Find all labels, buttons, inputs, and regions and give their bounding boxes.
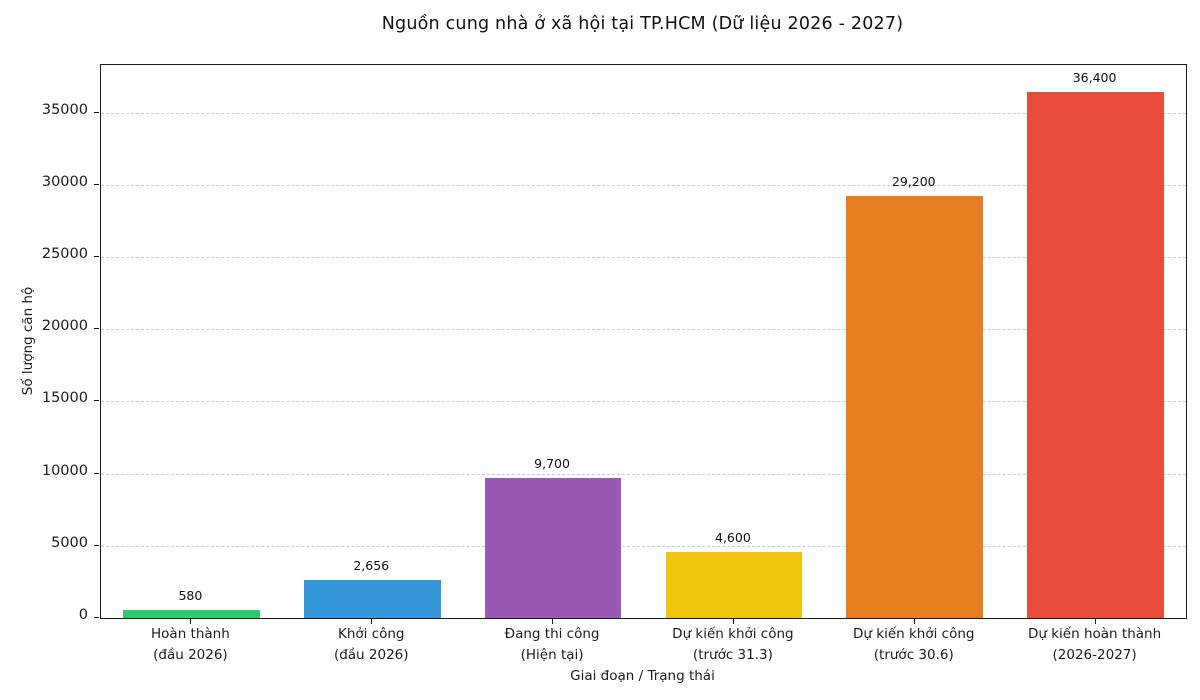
y-tick-mark [94, 328, 99, 330]
y-tick-label: 30000 [41, 173, 88, 190]
bar-5 [1027, 92, 1164, 618]
x-tick-label: Đang thi công (Hiện tại) [444, 624, 661, 666]
x-tick-label: Khởi công (đầu 2026) [263, 624, 480, 666]
bar-value-label: 580 [178, 587, 203, 603]
y-tick-label: 35000 [41, 101, 88, 118]
y-tick-mark [94, 472, 99, 474]
x-tick-mark [1094, 619, 1096, 624]
y-tick-label: 20000 [41, 318, 88, 335]
y-tick-mark [94, 544, 99, 546]
gridline [101, 112, 1186, 114]
y-axis-label: Số lượng căn hộ [20, 286, 36, 396]
x-tick-label-line1: Dự kiến khởi công [853, 626, 975, 642]
plot-area [100, 64, 1187, 619]
x-tick-label-line2: (đầu 2026) [153, 647, 228, 663]
bar-value-label: 29,200 [891, 174, 936, 190]
x-tick-mark [552, 619, 554, 624]
x-tick-label: Dự kiến hoàn thành (2026-2027) [986, 624, 1200, 666]
bar-value-label: 4,600 [715, 529, 751, 545]
x-tick-label-line1: Dự kiến khởi công [672, 626, 794, 642]
y-tick-mark [94, 183, 99, 185]
x-tick-label-line1: Hoàn thành [151, 626, 230, 642]
bar-2 [484, 477, 622, 618]
bar-4 [846, 196, 983, 618]
x-tick-label-line2: (2026-2027) [1052, 647, 1137, 663]
bar-value-label: 2,656 [353, 557, 390, 573]
y-tick-label: 15000 [41, 390, 88, 407]
x-tick-label-line1: Đang thi công [504, 626, 600, 642]
x-tick-label-line2: (Hiện tại) [520, 647, 584, 663]
gridline [101, 329, 1186, 331]
x-tick-mark [371, 619, 373, 624]
x-tick-mark [190, 619, 192, 624]
x-tick-label-line2: (trước 31.3) [692, 647, 773, 663]
gridline [101, 184, 1186, 186]
x-tick-label: Dự kiến khởi công (trước 30.6) [805, 624, 1022, 666]
y-tick-label: 0 [78, 607, 88, 623]
y-tick-label: 5000 [51, 534, 88, 551]
x-tick-mark [913, 619, 915, 624]
y-tick-mark [94, 400, 99, 402]
x-tick-label-line1: Dự kiến hoàn thành [1028, 626, 1162, 642]
y-tick-label: 10000 [41, 462, 88, 479]
y-tick-mark [94, 617, 99, 618]
gridline [101, 257, 1186, 259]
bar-3 [665, 551, 803, 618]
x-tick-mark [732, 619, 734, 624]
x-tick-label: Hoàn thành (đầu 2026) [82, 624, 299, 666]
bar-value-label: 9,700 [534, 455, 570, 471]
y-tick-mark [94, 111, 99, 113]
y-tick-label: 25000 [41, 246, 88, 263]
bar-0 [123, 609, 260, 618]
gridline [101, 401, 1186, 403]
x-tick-label: Dự kiến khởi công (trước 31.3) [624, 624, 841, 666]
bar-value-label: 36,400 [1072, 70, 1117, 86]
chart-title: Nguồn cung nhà ở xã hội tại TP.HCM (Dữ l… [381, 14, 904, 34]
bar-1 [303, 579, 441, 618]
gridline [101, 473, 1186, 475]
gridline [101, 545, 1186, 547]
x-tick-label-line2: (trước 30.6) [873, 647, 954, 663]
x-axis-label: Giai đoạn / Trạng thái [570, 668, 715, 684]
x-tick-label-line1: Khởi công [337, 626, 405, 642]
y-tick-mark [94, 256, 99, 258]
x-tick-label-line2: (đầu 2026) [333, 647, 409, 663]
